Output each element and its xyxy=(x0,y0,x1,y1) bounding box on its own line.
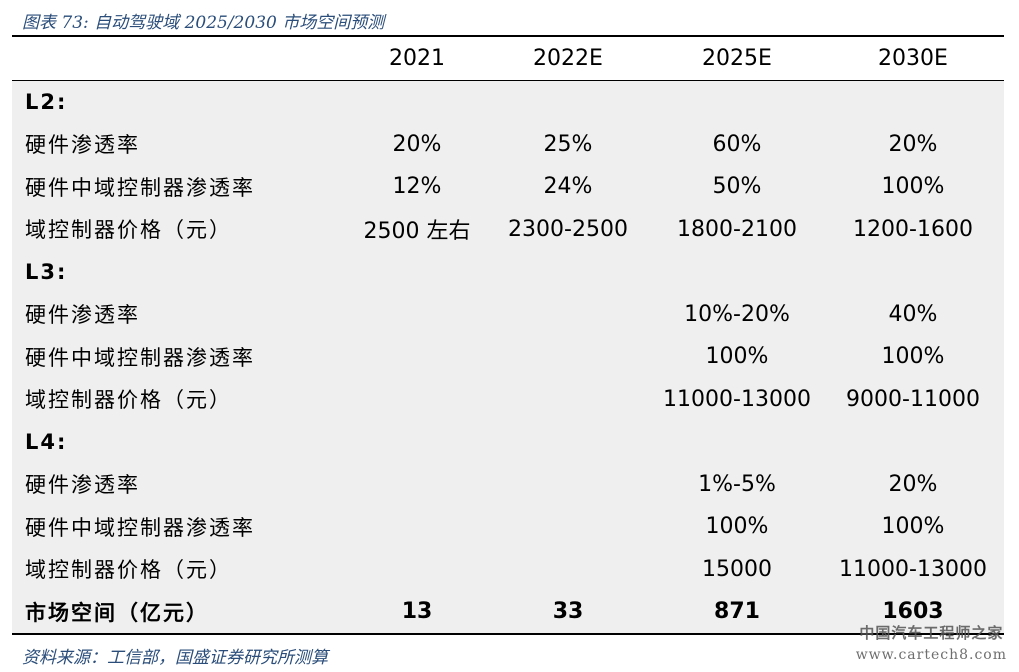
total-cell: 871 xyxy=(714,599,760,625)
header-rule xyxy=(12,79,1004,81)
table-row: 硬件中域控制器渗透率 12% 24% 50% 100% xyxy=(12,165,1004,208)
table-cell xyxy=(493,463,643,506)
table-cell: 1200-1600 xyxy=(853,216,973,242)
row-label: 硬件渗透率 xyxy=(25,133,140,158)
table-cell xyxy=(342,506,492,549)
total-cell: 1603 xyxy=(882,599,944,625)
table-header-row: 2021 2022E 2025E 2030E xyxy=(12,37,1004,80)
table-cell: 100% xyxy=(705,514,769,540)
table-row: 硬件渗透率 1%-5% 20% xyxy=(12,463,1004,506)
row-label: 硬件中域控制器渗透率 xyxy=(25,345,255,370)
row-label: 域控制器价格（元） xyxy=(25,558,232,583)
total-cell: 13 xyxy=(401,599,433,625)
watermark-logo: 中国汽车工程师之家 www.cartech8.com xyxy=(856,622,1007,663)
table-cell: 1800-2100 xyxy=(677,216,797,242)
watermark-url: www.cartech8.com xyxy=(855,647,1007,663)
section-row: L4: xyxy=(12,420,1004,463)
table-cell: 12% xyxy=(392,174,442,200)
table-row: 域控制器价格（元） 2500 左右 2300-2500 1800-2100 1200-1… xyxy=(12,208,1004,251)
table-cell xyxy=(342,548,492,591)
table-cell: 25% xyxy=(543,131,593,157)
table-cell: 11000-13000 xyxy=(663,386,811,412)
row-label: 硬件渗透率 xyxy=(25,303,140,328)
table-cell: 1%-5% xyxy=(698,471,776,497)
section-label: L4: xyxy=(25,429,68,454)
table-row: 域控制器价格（元） 11000-13000 9000-11000 xyxy=(12,378,1004,421)
section-label: L2: xyxy=(25,89,68,114)
section-label: L3: xyxy=(25,259,68,284)
table-cell: 60% xyxy=(712,131,762,157)
table-cell: 9000-11000 xyxy=(846,386,980,412)
table-cell xyxy=(342,378,492,421)
table-cell: 20% xyxy=(888,131,938,157)
column-header: 2030E xyxy=(878,45,948,71)
section-row: L3: xyxy=(12,250,1004,293)
table-cell xyxy=(342,293,492,336)
table-row: 硬件渗透率 20% 25% 60% 20% xyxy=(12,123,1004,166)
table-cell: 100% xyxy=(881,174,945,200)
total-cell: 33 xyxy=(552,599,584,625)
row-label: 硬件渗透率 xyxy=(25,473,140,498)
table-cell: 100% xyxy=(881,514,945,540)
top-rule xyxy=(12,35,1004,37)
total-row: 市场空间（亿元） 13 33 871 1603 xyxy=(12,590,1004,633)
table-cell: 2500 左右 xyxy=(363,219,471,245)
table-row: 域控制器价格（元） 15000 11000-13000 xyxy=(12,548,1004,591)
table-cell: 20% xyxy=(888,471,938,497)
table-cell xyxy=(493,548,643,591)
table-cell: 50% xyxy=(712,174,762,200)
bottom-rule xyxy=(12,633,1004,635)
source-note: 资料来源：工信部，国盛证券研究所测算 xyxy=(22,648,328,668)
table-cell xyxy=(493,378,643,421)
row-label: 硬件中域控制器渗透率 xyxy=(25,175,255,200)
table-row: 硬件中域控制器渗透率 100% 100% xyxy=(12,335,1004,379)
table-cell xyxy=(342,336,492,379)
table-cell: 11000-13000 xyxy=(839,556,987,582)
table-cell xyxy=(342,463,492,506)
watermark-title: 中国汽车工程师之家 xyxy=(859,624,1004,642)
table-cell: 100% xyxy=(881,344,945,370)
table-cell xyxy=(493,336,643,379)
table-cell: 100% xyxy=(705,344,769,370)
table-row: 硬件渗透率 10%-20% 40% xyxy=(12,293,1004,336)
table-cell: 10%-20% xyxy=(684,301,790,327)
table-row: 硬件中域控制器渗透率 100% 100% xyxy=(12,505,1004,549)
table-cell xyxy=(493,293,643,336)
total-label: 市场空间（亿元） xyxy=(25,600,209,625)
row-label: 域控制器价格（元） xyxy=(25,218,232,243)
table-cell: 2300-2500 xyxy=(508,216,628,242)
table-cell: 40% xyxy=(888,301,938,327)
table-cell: 20% xyxy=(392,131,442,157)
table-cell: 24% xyxy=(543,174,593,200)
row-label: 硬件中域控制器渗透率 xyxy=(25,515,255,540)
column-header: 2025E xyxy=(702,45,772,71)
market-forecast-table: 2021 2022E 2025E 2030E L2: 硬件渗透率 20% 25% 60% 20% 硬… xyxy=(12,37,1004,635)
row-label: 域控制器价格（元） xyxy=(25,388,232,413)
table-cell: 15000 xyxy=(702,556,772,582)
figure-caption: 图表 73: 自动驾驶域 2025/2030 市场空间预测 xyxy=(22,13,385,33)
section-row: L2: xyxy=(12,80,1004,123)
column-header: 2021 xyxy=(389,45,445,71)
column-header: 2022E xyxy=(533,45,603,71)
table-cell xyxy=(493,506,643,549)
